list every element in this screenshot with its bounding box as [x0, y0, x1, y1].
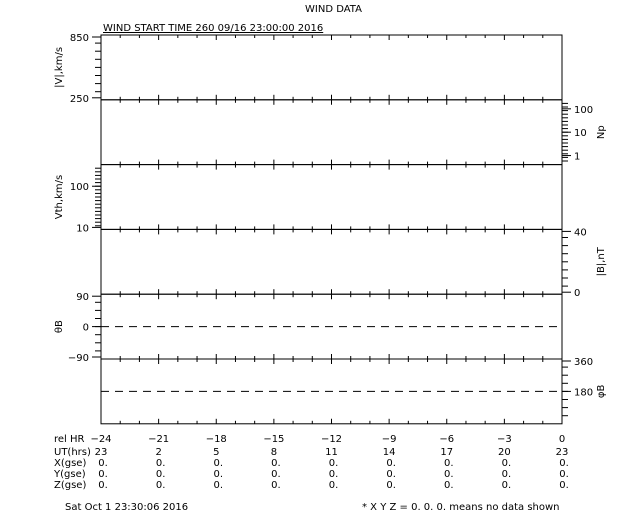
- x-row-value: −9: [382, 434, 397, 445]
- y-axis-label: θB: [54, 320, 65, 333]
- x-row-value: 0.: [559, 458, 569, 469]
- x-row-value: 0.: [559, 480, 569, 491]
- x-row-value: 0: [559, 434, 565, 445]
- x-row-value: −3: [497, 434, 512, 445]
- x-row-value: 0.: [329, 458, 339, 469]
- y-tick-label: 250: [70, 94, 89, 105]
- y-tick-label: 360: [574, 357, 593, 368]
- x-row-value: 17: [440, 447, 453, 458]
- x-row-value: 5: [213, 447, 219, 458]
- y-tick-label: 100: [574, 105, 593, 116]
- x-row-value: 23: [95, 447, 108, 458]
- x-row-value: 14: [383, 447, 396, 458]
- y-tick-label: 40: [574, 227, 587, 238]
- x-row-label: UT(hrs): [54, 447, 91, 458]
- x-row-value: 0.: [271, 480, 281, 491]
- x-row-value: 11: [325, 447, 338, 458]
- x-row-label: rel HR: [54, 434, 85, 445]
- y-tick-label: 0: [574, 288, 580, 299]
- x-row-value: 0.: [156, 480, 166, 491]
- x-row-value: 0.: [502, 480, 512, 491]
- y-tick-label: 100: [70, 182, 89, 193]
- panel-frame: [100, 34, 563, 101]
- panel-frame: [100, 164, 563, 230]
- y-tick-label: 0: [83, 323, 89, 334]
- x-row-value: −24: [90, 434, 111, 445]
- x-row-label: Z(gse): [54, 480, 86, 491]
- x-row-value: 0.: [213, 480, 223, 491]
- y-tick-label: 90: [76, 292, 89, 303]
- y-tick-label: 10: [574, 128, 587, 139]
- x-row-value: −21: [148, 434, 169, 445]
- x-row-value: 0.: [98, 480, 108, 491]
- y-axis-label: Np: [596, 125, 607, 139]
- x-row-value: 0.: [271, 458, 281, 469]
- x-row-value: 0.: [271, 469, 281, 480]
- timestamp: Sat Oct 1 23:30:06 2016: [65, 502, 189, 512]
- x-row-value: 0.: [386, 469, 396, 480]
- x-row-value: 0.: [444, 480, 454, 491]
- x-row-value: −6: [439, 434, 454, 445]
- x-row-value: −18: [206, 434, 227, 445]
- footnote: * X Y Z = 0. 0. 0. means no data shown: [362, 502, 560, 512]
- panel-frame: [100, 99, 563, 166]
- x-row-value: 0.: [213, 458, 223, 469]
- y-axis-label: |V|,km/s: [54, 47, 65, 88]
- x-row-value: 23: [556, 447, 569, 458]
- y-axis-label: φB: [596, 385, 607, 399]
- x-row-value: 0.: [502, 469, 512, 480]
- y-tick-label: 850: [70, 33, 89, 44]
- x-row-value: 2: [155, 447, 161, 458]
- x-row-value: 0.: [502, 458, 512, 469]
- x-row-value: −15: [263, 434, 284, 445]
- x-row-value: 0.: [156, 458, 166, 469]
- x-row-value: −12: [321, 434, 342, 445]
- x-row-value: 0.: [98, 458, 108, 469]
- x-row-value: 0.: [559, 469, 569, 480]
- x-row-value: 0.: [386, 458, 396, 469]
- x-row-value: 20: [498, 447, 511, 458]
- y-tick-label: 180: [574, 387, 593, 398]
- y-tick-label: −90: [68, 353, 89, 364]
- y-axis-label: |B|,nT: [596, 246, 607, 276]
- x-row-value: 0.: [98, 469, 108, 480]
- panel-frame: [100, 228, 563, 295]
- y-axis-label: Vth,km/s: [54, 175, 65, 219]
- x-row-value: 0.: [329, 469, 339, 480]
- x-row-value: 0.: [213, 469, 223, 480]
- x-row-value: 0.: [444, 458, 454, 469]
- y-tick-label: 10: [76, 223, 89, 234]
- plot-subtitle: WIND START TIME 260 09/16 23:00:00 2016: [103, 23, 324, 34]
- x-row-label: X(gse): [54, 458, 86, 469]
- x-row-value: 0.: [329, 480, 339, 491]
- x-row-value: 0.: [444, 469, 454, 480]
- x-row-value: 0.: [156, 469, 166, 480]
- x-row-label: Y(gse): [53, 469, 86, 480]
- plot-title: WIND DATA: [305, 4, 362, 15]
- x-row-value: 0.: [386, 480, 396, 491]
- x-row-value: 8: [271, 447, 277, 458]
- y-tick-label: 1: [574, 152, 580, 163]
